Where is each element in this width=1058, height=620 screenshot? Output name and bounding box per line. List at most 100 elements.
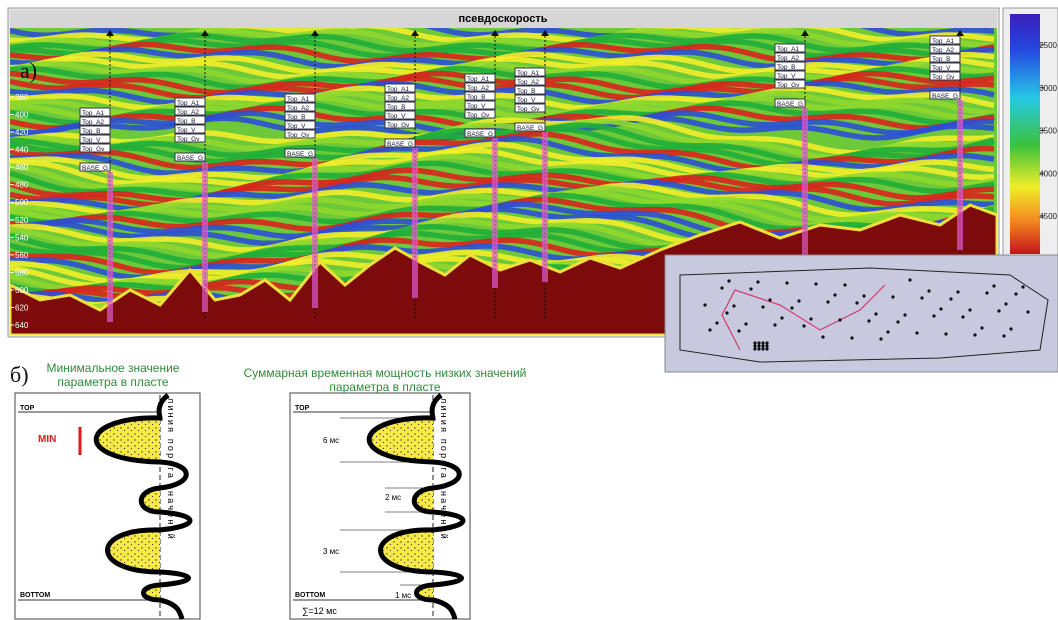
map-well bbox=[843, 283, 846, 286]
map-well bbox=[1002, 334, 1005, 337]
horizon-label: Top_B bbox=[517, 88, 535, 95]
figure: псевдоскорость Top_A1Top_A2Top_BTop_VTop… bbox=[0, 0, 1058, 620]
map-well bbox=[939, 307, 942, 310]
horizon-label: Top_V bbox=[287, 123, 306, 130]
time-tick-label: 560 bbox=[15, 251, 29, 260]
map-well bbox=[850, 336, 853, 339]
thickness-label: 6 мс bbox=[323, 436, 339, 445]
map-well bbox=[814, 282, 817, 285]
threshold-label: линия порога значений bbox=[166, 398, 176, 541]
horizon-label: Top_B bbox=[82, 128, 100, 135]
map-well bbox=[780, 316, 783, 319]
map-well bbox=[1026, 310, 1029, 313]
well-log bbox=[107, 172, 113, 322]
well-log bbox=[802, 108, 808, 258]
time-tick-label: 500 bbox=[15, 198, 29, 207]
map-well bbox=[944, 332, 947, 335]
time-tick-label: 640 bbox=[15, 321, 29, 330]
page: псевдоскорость Top_A1Top_A2Top_BTop_VTop… bbox=[0, 0, 1058, 620]
horizon-label: Top_A2 bbox=[177, 109, 199, 116]
time-tick-label: 480 bbox=[15, 181, 29, 190]
map-well bbox=[927, 289, 930, 292]
horizon-label: Top_V bbox=[932, 65, 951, 72]
map-well bbox=[761, 341, 764, 344]
horizon-label: BASE_G bbox=[287, 151, 313, 158]
map-well bbox=[753, 344, 756, 347]
colorbar bbox=[1010, 14, 1040, 254]
threshold-label: линия порога значений bbox=[439, 398, 449, 541]
map-well bbox=[932, 314, 935, 317]
horizon-label: Top_B bbox=[777, 64, 795, 71]
horizon-label: BASE_G bbox=[177, 155, 203, 162]
map-well bbox=[908, 278, 911, 281]
map-well bbox=[1009, 327, 1012, 330]
map-well bbox=[867, 319, 870, 322]
thickness-label: 1 мс bbox=[395, 591, 411, 600]
map-well bbox=[765, 344, 768, 347]
map-well bbox=[968, 308, 971, 311]
map-inset bbox=[665, 255, 1058, 372]
horizon-label: Top_Gv bbox=[82, 146, 105, 153]
map-well bbox=[1021, 285, 1024, 288]
velocity-tick-label: 4000 bbox=[1039, 169, 1057, 178]
horizon-label: Top_B bbox=[932, 56, 950, 63]
well-log bbox=[412, 148, 418, 298]
map-well bbox=[802, 324, 805, 327]
map-well bbox=[920, 296, 923, 299]
map-well bbox=[744, 322, 747, 325]
map-well bbox=[761, 305, 764, 308]
horizon-label: Top_Gv bbox=[387, 122, 410, 129]
horizon-label: Top_V bbox=[177, 127, 196, 134]
map-well bbox=[765, 347, 768, 350]
map-frame bbox=[665, 255, 1058, 372]
time-tick-label: 600 bbox=[15, 286, 29, 295]
horizon-label: Top_V bbox=[387, 113, 406, 120]
thickness-label: 3 мс bbox=[323, 547, 339, 556]
min-label: MIN bbox=[38, 434, 56, 445]
map-well bbox=[980, 326, 983, 329]
map-well bbox=[737, 329, 740, 332]
time-tick-label: 460 bbox=[15, 163, 29, 172]
map-well bbox=[797, 299, 800, 302]
horizon-label: Top_A2 bbox=[777, 55, 799, 62]
time-tick-label: 380 bbox=[15, 93, 29, 102]
top-label: TOP bbox=[20, 405, 35, 412]
map-well bbox=[891, 295, 894, 298]
time-tick-label: 580 bbox=[15, 268, 29, 277]
map-well bbox=[879, 337, 882, 340]
map-well bbox=[833, 293, 836, 296]
time-tick-label: 520 bbox=[15, 216, 29, 225]
map-well bbox=[838, 318, 841, 321]
horizon-label: Top_A2 bbox=[467, 85, 489, 92]
horizon-label: Top_A2 bbox=[517, 79, 539, 86]
horizon-label: BASE_G bbox=[932, 93, 958, 100]
horizon-label: Top_Gv bbox=[467, 112, 490, 119]
horizon-label: Top_A1 bbox=[82, 110, 104, 117]
map-well bbox=[785, 281, 788, 284]
map-well bbox=[821, 335, 824, 338]
time-tick-label: 420 bbox=[15, 128, 29, 137]
right-caption: Суммарная временная мощность низких знач… bbox=[220, 366, 550, 394]
horizon-label: Top_A1 bbox=[932, 38, 954, 45]
horizon-label: BASE_G bbox=[387, 141, 413, 148]
map-well bbox=[761, 347, 764, 350]
velocity-tick-label: 2500 bbox=[1039, 41, 1057, 50]
horizon-label: Top_Gv bbox=[932, 74, 955, 81]
map-well bbox=[886, 330, 889, 333]
map-well bbox=[725, 311, 728, 314]
map-well bbox=[915, 331, 918, 334]
horizon-label: Top_A2 bbox=[82, 119, 104, 126]
horizon-label: BASE_G bbox=[777, 101, 803, 108]
map-well bbox=[708, 328, 711, 331]
velocity-tick-label: 3500 bbox=[1039, 127, 1057, 136]
map-well bbox=[862, 294, 865, 297]
panel-a-label: а) bbox=[20, 58, 37, 83]
map-well bbox=[903, 313, 906, 316]
map-well bbox=[985, 291, 988, 294]
map-well bbox=[715, 321, 718, 324]
map-well bbox=[749, 287, 752, 290]
map-well bbox=[727, 279, 730, 282]
thickness-label: 2 мс bbox=[385, 493, 401, 502]
map-well bbox=[757, 344, 760, 347]
well-log bbox=[202, 162, 208, 312]
